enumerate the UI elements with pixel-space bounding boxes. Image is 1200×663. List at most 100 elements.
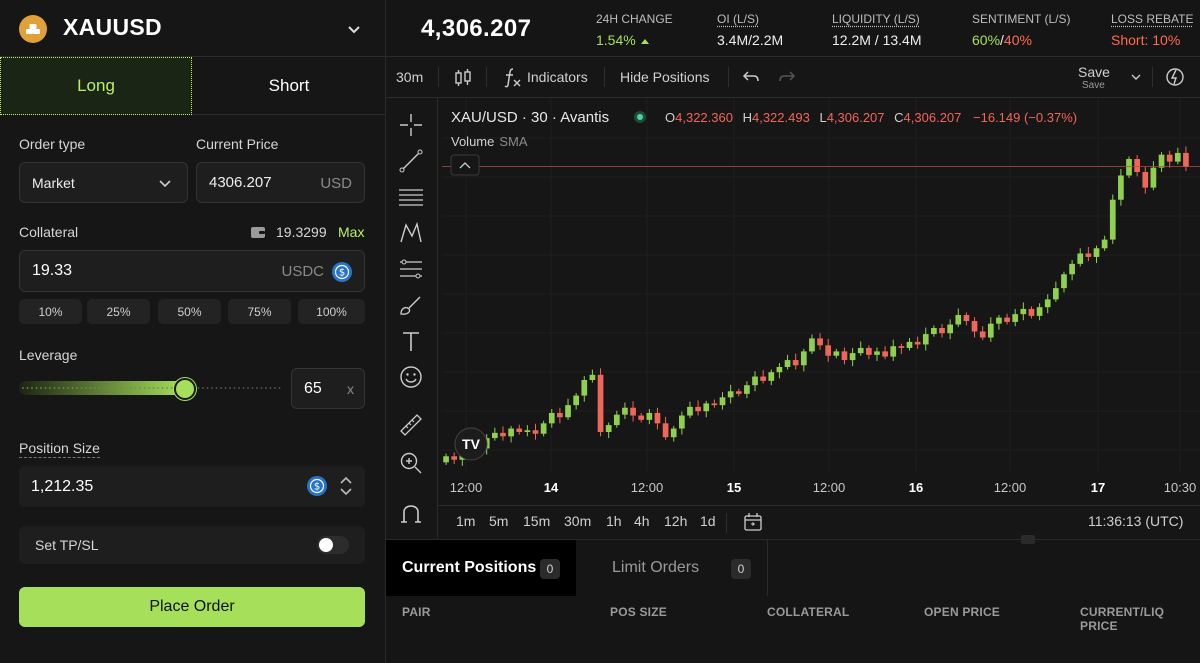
candle — [557, 412, 563, 418]
trend-line-icon[interactable] — [398, 148, 424, 174]
tf-4h[interactable]: 4h — [634, 513, 650, 529]
position-size-value: 1,212.35 — [31, 477, 94, 495]
fib-icon[interactable] — [398, 256, 424, 282]
undo-icon[interactable] — [742, 69, 760, 85]
collateral-unit: USDC — [281, 263, 324, 280]
tpsl-label: Set TP/SL — [35, 537, 99, 553]
candle — [1183, 152, 1189, 167]
candle — [760, 376, 766, 381]
candles — [443, 146, 1189, 466]
redo-icon[interactable] — [778, 69, 796, 85]
chart-container — [386, 57, 1200, 539]
usdc-icon: $ — [307, 476, 327, 496]
x-tick-label: 17 — [1091, 480, 1105, 495]
candle — [508, 428, 514, 437]
hide-positions-button[interactable]: Hide Positions — [620, 69, 710, 85]
candle — [1134, 159, 1140, 172]
snapshot-icon[interactable] — [1164, 66, 1186, 88]
tf-12h[interactable]: 12h — [664, 513, 688, 529]
panel-resize-handle[interactable] — [1021, 535, 1035, 544]
percent-100-button[interactable]: 100% — [298, 299, 365, 324]
price-chart[interactable]: 12:00 14 12:00 15 12:00 16 12:00 17 10:30 XAU/US… — [438, 98, 1200, 505]
tab-limit-orders[interactable]: Limit Orders — [576, 540, 768, 596]
leverage-input[interactable]: 65 x — [291, 368, 365, 409]
calendar-range-icon[interactable] — [742, 511, 764, 533]
save-button[interactable]: Save — [1078, 64, 1110, 80]
candle — [622, 407, 628, 415]
tf-15m[interactable]: 15m — [523, 513, 551, 529]
tf-5m[interactable]: 5m — [489, 513, 509, 529]
x-tick-label: 14 — [544, 480, 559, 495]
leverage-slider-handle[interactable] — [174, 378, 196, 400]
candle — [947, 324, 953, 334]
candle — [662, 423, 669, 438]
ruler-icon[interactable] — [398, 412, 424, 438]
collapse-legend-button[interactable] — [450, 154, 480, 176]
candle — [914, 341, 921, 345]
tf-1m[interactable]: 1m — [456, 513, 476, 529]
asset-selector[interactable]: XAUUSD — [0, 0, 386, 57]
candle — [1101, 239, 1108, 249]
candle — [1012, 314, 1019, 322]
percent-50-button[interactable]: 50% — [158, 299, 221, 324]
candle — [443, 456, 449, 463]
interval-button[interactable]: 30m — [396, 69, 424, 85]
tf-30m[interactable]: 30m — [564, 513, 592, 529]
candle — [931, 328, 937, 335]
tab-short[interactable]: Short — [192, 57, 386, 115]
liquidity-value: 12.2M / 13.4M — [832, 32, 922, 48]
candle — [540, 423, 547, 434]
candle — [1004, 317, 1010, 322]
indicators-button[interactable]: Indicators — [527, 69, 588, 85]
tf-1h[interactable]: 1h — [606, 513, 622, 529]
oi-label[interactable]: OI (L/S) — [717, 12, 760, 26]
collateral-input[interactable]: 19.33 USDC $ — [19, 250, 365, 292]
candles-icon[interactable] — [454, 68, 472, 88]
candle — [605, 425, 612, 432]
order-type-select[interactable]: Market — [19, 162, 188, 203]
leverage-value: 65 — [304, 379, 322, 397]
candle — [987, 323, 994, 338]
percent-75-button[interactable]: 75% — [228, 299, 291, 324]
chevron-down-icon[interactable] — [345, 20, 363, 38]
horizontal-lines-icon[interactable] — [398, 184, 424, 210]
rebate-value: Short: 10% — [1111, 32, 1181, 48]
crosshair-icon[interactable] — [398, 112, 424, 138]
candle — [906, 341, 913, 348]
position-size-field[interactable]: 1,212.35 $ — [19, 466, 365, 507]
time-axis: 12:00 14 12:00 15 12:00 16 12:00 17 10:30 — [450, 480, 1197, 495]
updown-stepper-icon[interactable] — [339, 475, 353, 497]
tf-1d[interactable]: 1d — [700, 513, 716, 529]
pattern-icon[interactable] — [398, 220, 424, 246]
function-icon[interactable] — [502, 66, 522, 88]
candle — [971, 321, 978, 332]
brush-icon[interactable] — [398, 292, 424, 318]
col-pos-size: POS SIZE — [610, 605, 667, 619]
positions-count-badge: 0 — [540, 559, 560, 579]
max-button[interactable]: Max — [338, 224, 365, 240]
candle — [735, 391, 742, 394]
col-collateral: COLLATERAL — [767, 605, 850, 619]
zoom-in-icon[interactable] — [398, 450, 424, 476]
candle — [890, 346, 897, 357]
percent-10-button[interactable]: 10% — [19, 299, 82, 324]
emoji-icon[interactable] — [398, 364, 424, 390]
candle — [752, 376, 758, 386]
chevron-down-icon[interactable] — [1130, 71, 1142, 83]
text-icon[interactable] — [398, 328, 424, 354]
magnet-icon[interactable] — [398, 500, 424, 526]
tab-long[interactable]: Long — [0, 57, 192, 115]
tpsl-toggle-knob — [319, 538, 333, 552]
percent-25-button[interactable]: 25% — [87, 299, 150, 324]
candle — [670, 428, 677, 438]
candle — [727, 391, 734, 398]
liquidity-label[interactable]: LIQUIDITY (L/S) — [832, 12, 920, 26]
place-order-button[interactable]: Place Order — [19, 587, 365, 627]
leverage-slider-track[interactable] — [19, 381, 283, 395]
tpsl-toggle[interactable] — [317, 536, 349, 554]
candle — [695, 406, 701, 412]
chevron-up-icon — [459, 162, 471, 169]
candle — [703, 403, 710, 412]
rebate-label[interactable]: LOSS REBATE — [1111, 12, 1194, 26]
candle — [597, 374, 604, 432]
